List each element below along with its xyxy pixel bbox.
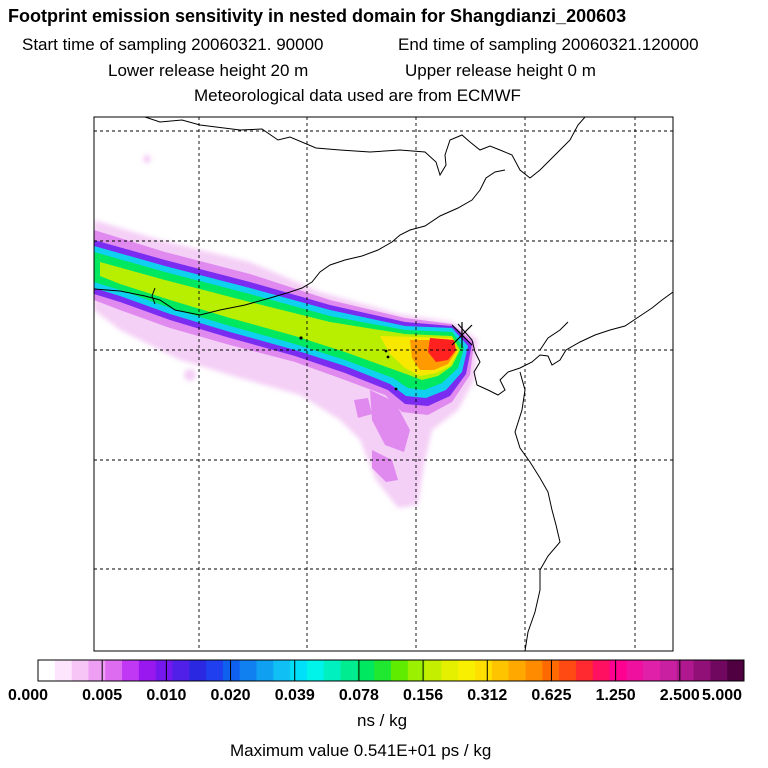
colorbar-swatch (239, 660, 257, 681)
colorbar-tick-label: 0.156 (403, 687, 444, 704)
colorbar-swatch (290, 660, 308, 681)
colorbar-swatch (441, 660, 459, 681)
colorbar-tick-label: 0.312 (467, 687, 508, 704)
colorbar-tick-label: 1.250 (595, 687, 636, 704)
colorbar-unit: ns / kg (357, 711, 408, 730)
colorbar-swatch (306, 660, 325, 681)
colorbar-swatch (391, 660, 409, 681)
colorbar-swatch (659, 660, 678, 681)
colorbar-swatch (54, 660, 73, 681)
receptor-marker (451, 322, 473, 348)
colorbar-swatch (256, 660, 274, 681)
colorbar-swatch (508, 660, 526, 681)
colorbar-swatch (88, 660, 106, 681)
colorbar-swatch (138, 660, 157, 681)
colorbar-swatch (475, 660, 493, 681)
colorbar-swatch (323, 660, 341, 681)
colorbar-swatch (71, 660, 89, 681)
colorbar-swatch (575, 660, 594, 681)
upper-release-label: Upper release height 0 m (405, 61, 596, 80)
max-value-label: Maximum value 0.541E+01 ps / kg (230, 741, 492, 760)
colorbar-tick-label: 0.078 (338, 687, 379, 704)
colorbar-swatch (676, 660, 694, 681)
colorbar-swatch (542, 660, 560, 681)
colorbar-swatch (273, 660, 291, 681)
colorbar-swatch (424, 660, 442, 681)
colorbar-tick-label: 0.010 (146, 687, 187, 704)
colorbar-swatch (105, 660, 123, 681)
colorbar-swatch (222, 660, 241, 681)
site-points (299, 336, 398, 391)
colorbar-swatch (206, 660, 224, 681)
colorbar-swatch (458, 660, 476, 681)
colorbar-swatch (643, 660, 661, 681)
map-title: Footprint emission sensitivity in nested… (8, 6, 627, 26)
colorbar-swatch (626, 660, 644, 681)
colorbar-swatch (592, 660, 610, 681)
colorbar-tick-label: 0.039 (274, 687, 315, 704)
met-data-label: Meteorological data used are from ECMWF (194, 86, 521, 105)
colorbar (37, 659, 745, 682)
colorbar-swatch (693, 660, 711, 681)
colorbar-tick-label: 0.625 (531, 687, 572, 704)
colorbar-swatch (374, 660, 392, 681)
colorbar-swatch (357, 660, 375, 681)
colorbar-swatch (727, 660, 745, 681)
colorbar-swatch (340, 660, 358, 681)
footprint-plume (94, 155, 478, 508)
colorbar-swatch (38, 660, 56, 681)
colorbar-swatch (609, 660, 627, 681)
start-time-label: Start time of sampling 20060321. 90000 (22, 35, 324, 54)
colorbar-tick-label: 5.000 (701, 687, 743, 704)
colorbar-swatch (122, 660, 140, 681)
colorbar-swatch (525, 660, 543, 681)
colorbar-tick-label: 2.500 (659, 687, 700, 704)
colorbar-tick-label: 0.000 (7, 687, 49, 704)
coastlines (94, 117, 673, 651)
colorbar-swatch (155, 660, 173, 681)
colorbar-swatch (407, 660, 426, 681)
colorbar-swatch (172, 660, 190, 681)
end-time-label: End time of sampling 20060321.120000 (398, 35, 699, 54)
colorbar-tick-label: 0.005 (82, 687, 123, 704)
map-frame (93, 116, 674, 652)
colorbar-swatch (491, 660, 510, 681)
colorbar-tick-label: 0.020 (210, 687, 251, 704)
colorbar-swatch (710, 660, 728, 681)
colorbar-swatch (189, 660, 207, 681)
grid-lines (94, 117, 673, 651)
lower-release-label: Lower release height 20 m (108, 61, 309, 80)
colorbar-swatch (559, 660, 577, 681)
